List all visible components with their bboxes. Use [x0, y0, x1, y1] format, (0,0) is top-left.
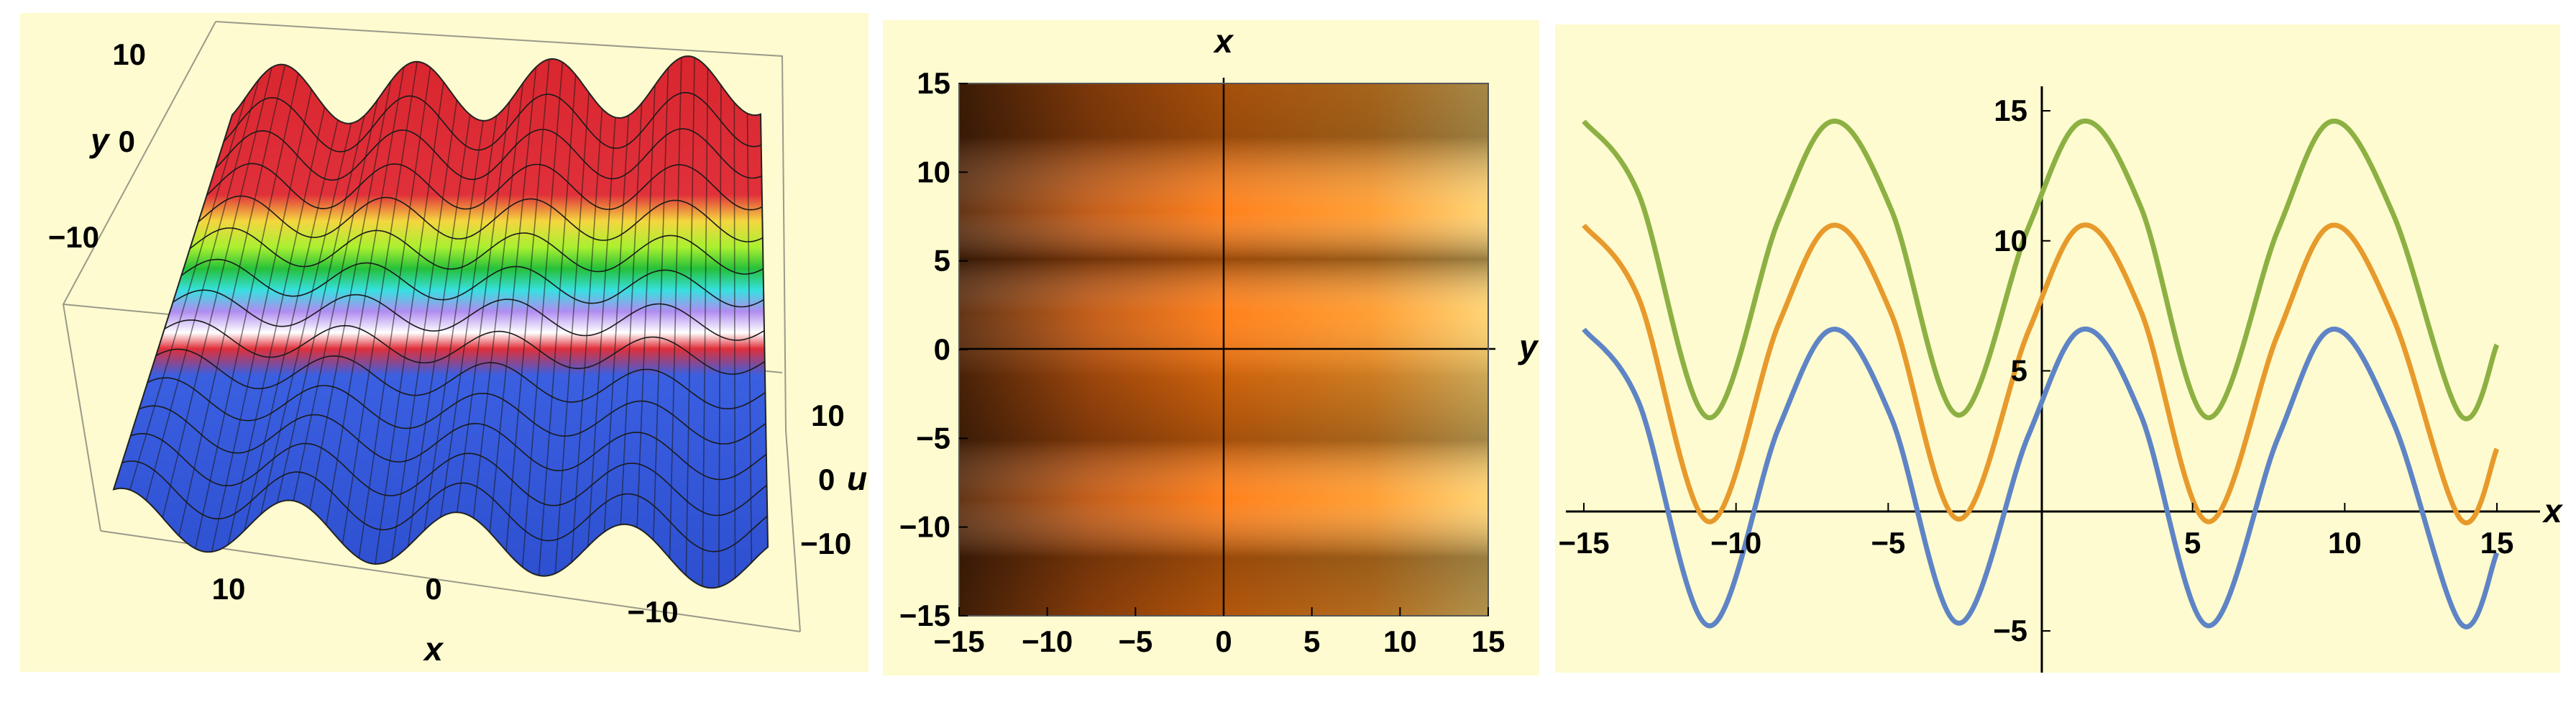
- density-x-tick-label: 5: [1303, 624, 1320, 658]
- surface-mesh-line: [195, 73, 299, 549]
- line-plot-panel: −15 −10 −5 5 10 15 15 10 5 −5 x: [1555, 24, 2564, 673]
- line-plot: −15 −10 −5 5 10 15 15 10 5 −5 x: [1558, 86, 2564, 673]
- surface-mesh-line: [407, 114, 471, 547]
- density-plot-panel: −15 −10 −5 0 5 10 15 15 10 5 0 −5 −10 −15 x y: [883, 20, 1539, 676]
- line-y-tick-label: 5: [2011, 354, 2027, 388]
- line-series-1: [1582, 222, 2500, 526]
- line-x-tick-label: −5: [1871, 526, 1905, 560]
- line-series-2: [1582, 327, 2500, 629]
- density-y-tick-label: −5: [916, 421, 950, 455]
- density-y-tick-label: 5: [934, 244, 950, 278]
- surface-plot: 10 0 −10 y 10 0 −10 u 10 0 −10 x: [48, 21, 867, 668]
- density-plot: −15 −10 −5 0 5 10 15 15 10 5 0 −5 −10 −15 x y: [899, 22, 1539, 658]
- surface-mesh-line: [489, 67, 537, 533]
- y-axis-label: y: [89, 122, 111, 159]
- density-y-tick-label: −10: [899, 510, 950, 544]
- density-x-tick-label: 10: [1383, 624, 1417, 658]
- surface-mesh-line: [260, 123, 352, 515]
- surface-mesh-line: [211, 89, 313, 552]
- surface-mesh-line: [145, 79, 260, 501]
- surface-mesh-line: [162, 67, 272, 518]
- y-tick-label: 10: [112, 37, 146, 71]
- surface-mesh-line: [244, 119, 339, 531]
- x-axis-label: x: [2541, 492, 2564, 529]
- surface-mesh-line: [227, 106, 326, 545]
- line-y-tick-label: 10: [1994, 224, 2027, 258]
- density-x-tick-label: 15: [1472, 624, 1505, 658]
- surface-mesh-line: [505, 59, 550, 551]
- density-y-tick-label: 10: [917, 155, 950, 188]
- z-axis-label: u: [847, 460, 867, 497]
- surface-mesh-line: [587, 117, 616, 547]
- density-ticks: −15 −10 −5 0 5 10 15 15 10 5 0 −5 −10 −15: [899, 66, 1505, 658]
- surface-mesh-line: [358, 67, 431, 558]
- surface-mesh-line: [178, 65, 286, 537]
- density-x-tick-label: −5: [1118, 624, 1152, 658]
- surface-mesh-line: [571, 109, 603, 563]
- surface-mesh-line: [293, 99, 378, 501]
- line-ticks: −15 −10 −5 5 10 15 15 10 5 −5: [1558, 94, 2513, 647]
- surface-mesh-line: [309, 81, 392, 509]
- line-x-tick-label: 15: [2480, 526, 2514, 560]
- surface-mesh-line: [342, 61, 418, 544]
- z-tick-label: −10: [800, 527, 851, 560]
- line-x-tick-label: 10: [2328, 526, 2362, 560]
- surface-mesh-line: [375, 81, 444, 565]
- surface-mesh-line: [636, 85, 656, 528]
- y-tick-label: −10: [48, 220, 99, 254]
- density-x-tick-label: −10: [1022, 624, 1073, 658]
- density-x-tick-label: −15: [933, 624, 984, 658]
- line-y-tick-label: 15: [1994, 94, 2027, 127]
- surface-mesh-line: [472, 83, 524, 519]
- surface-mesh-line: [326, 66, 405, 525]
- line-x-tick-label: −10: [1710, 526, 1761, 560]
- surface-mesh-line: [457, 101, 510, 513]
- surface-mesh-line: [276, 115, 365, 504]
- surface-mesh-line: [669, 57, 682, 558]
- line-series-0: [1582, 118, 2500, 422]
- surface-mesh-line: [702, 68, 709, 586]
- density-y-tick-label: −15: [899, 599, 950, 632]
- surface-mesh-line: [423, 120, 484, 531]
- surface-mesh-line: [129, 97, 247, 491]
- z-tick-label: 10: [811, 399, 845, 432]
- surface-mesh-line: [746, 113, 753, 563]
- density-y-tick-label: 15: [917, 66, 950, 100]
- x-tick-label: 10: [212, 572, 246, 606]
- surface-plot-panel: 10 0 −10 y 10 0 −10 u 10 0 −10 x: [20, 13, 868, 672]
- right-axis-label: y: [1518, 328, 1539, 365]
- line-series-group: [1582, 118, 2500, 629]
- top-axis-label: x: [1212, 22, 1234, 60]
- y-tick-label: 0: [119, 124, 135, 158]
- surface-mesh-line: [718, 85, 722, 588]
- surface-mesh-line: [522, 62, 564, 568]
- line-y-tick-label: −5: [1993, 614, 2027, 647]
- line-x-tick-label: −15: [1558, 526, 1609, 560]
- line-x-tick-label: 5: [2184, 526, 2201, 560]
- surface-mesh-line: [620, 103, 643, 525]
- surface-mesh-line: [603, 115, 630, 532]
- density-y-tick-label: 0: [934, 332, 950, 366]
- density-x-tick-label: 0: [1215, 624, 1232, 658]
- surface-mesh-line: [440, 115, 498, 518]
- surface-mesh: [122, 57, 768, 588]
- surface-mesh-line: [538, 75, 577, 576]
- surface-mesh-line: [554, 92, 590, 574]
- x-tick-label: 0: [425, 572, 441, 606]
- surface-mesh-line: [653, 68, 669, 540]
- surface-mesh-line: [391, 99, 458, 560]
- z-tick-label: 0: [818, 463, 835, 496]
- x-tick-label: −10: [627, 595, 678, 629]
- surface-mesh-line: [733, 102, 736, 578]
- x-axis-label: x: [422, 630, 444, 668]
- surface-mesh-line: [685, 58, 695, 576]
